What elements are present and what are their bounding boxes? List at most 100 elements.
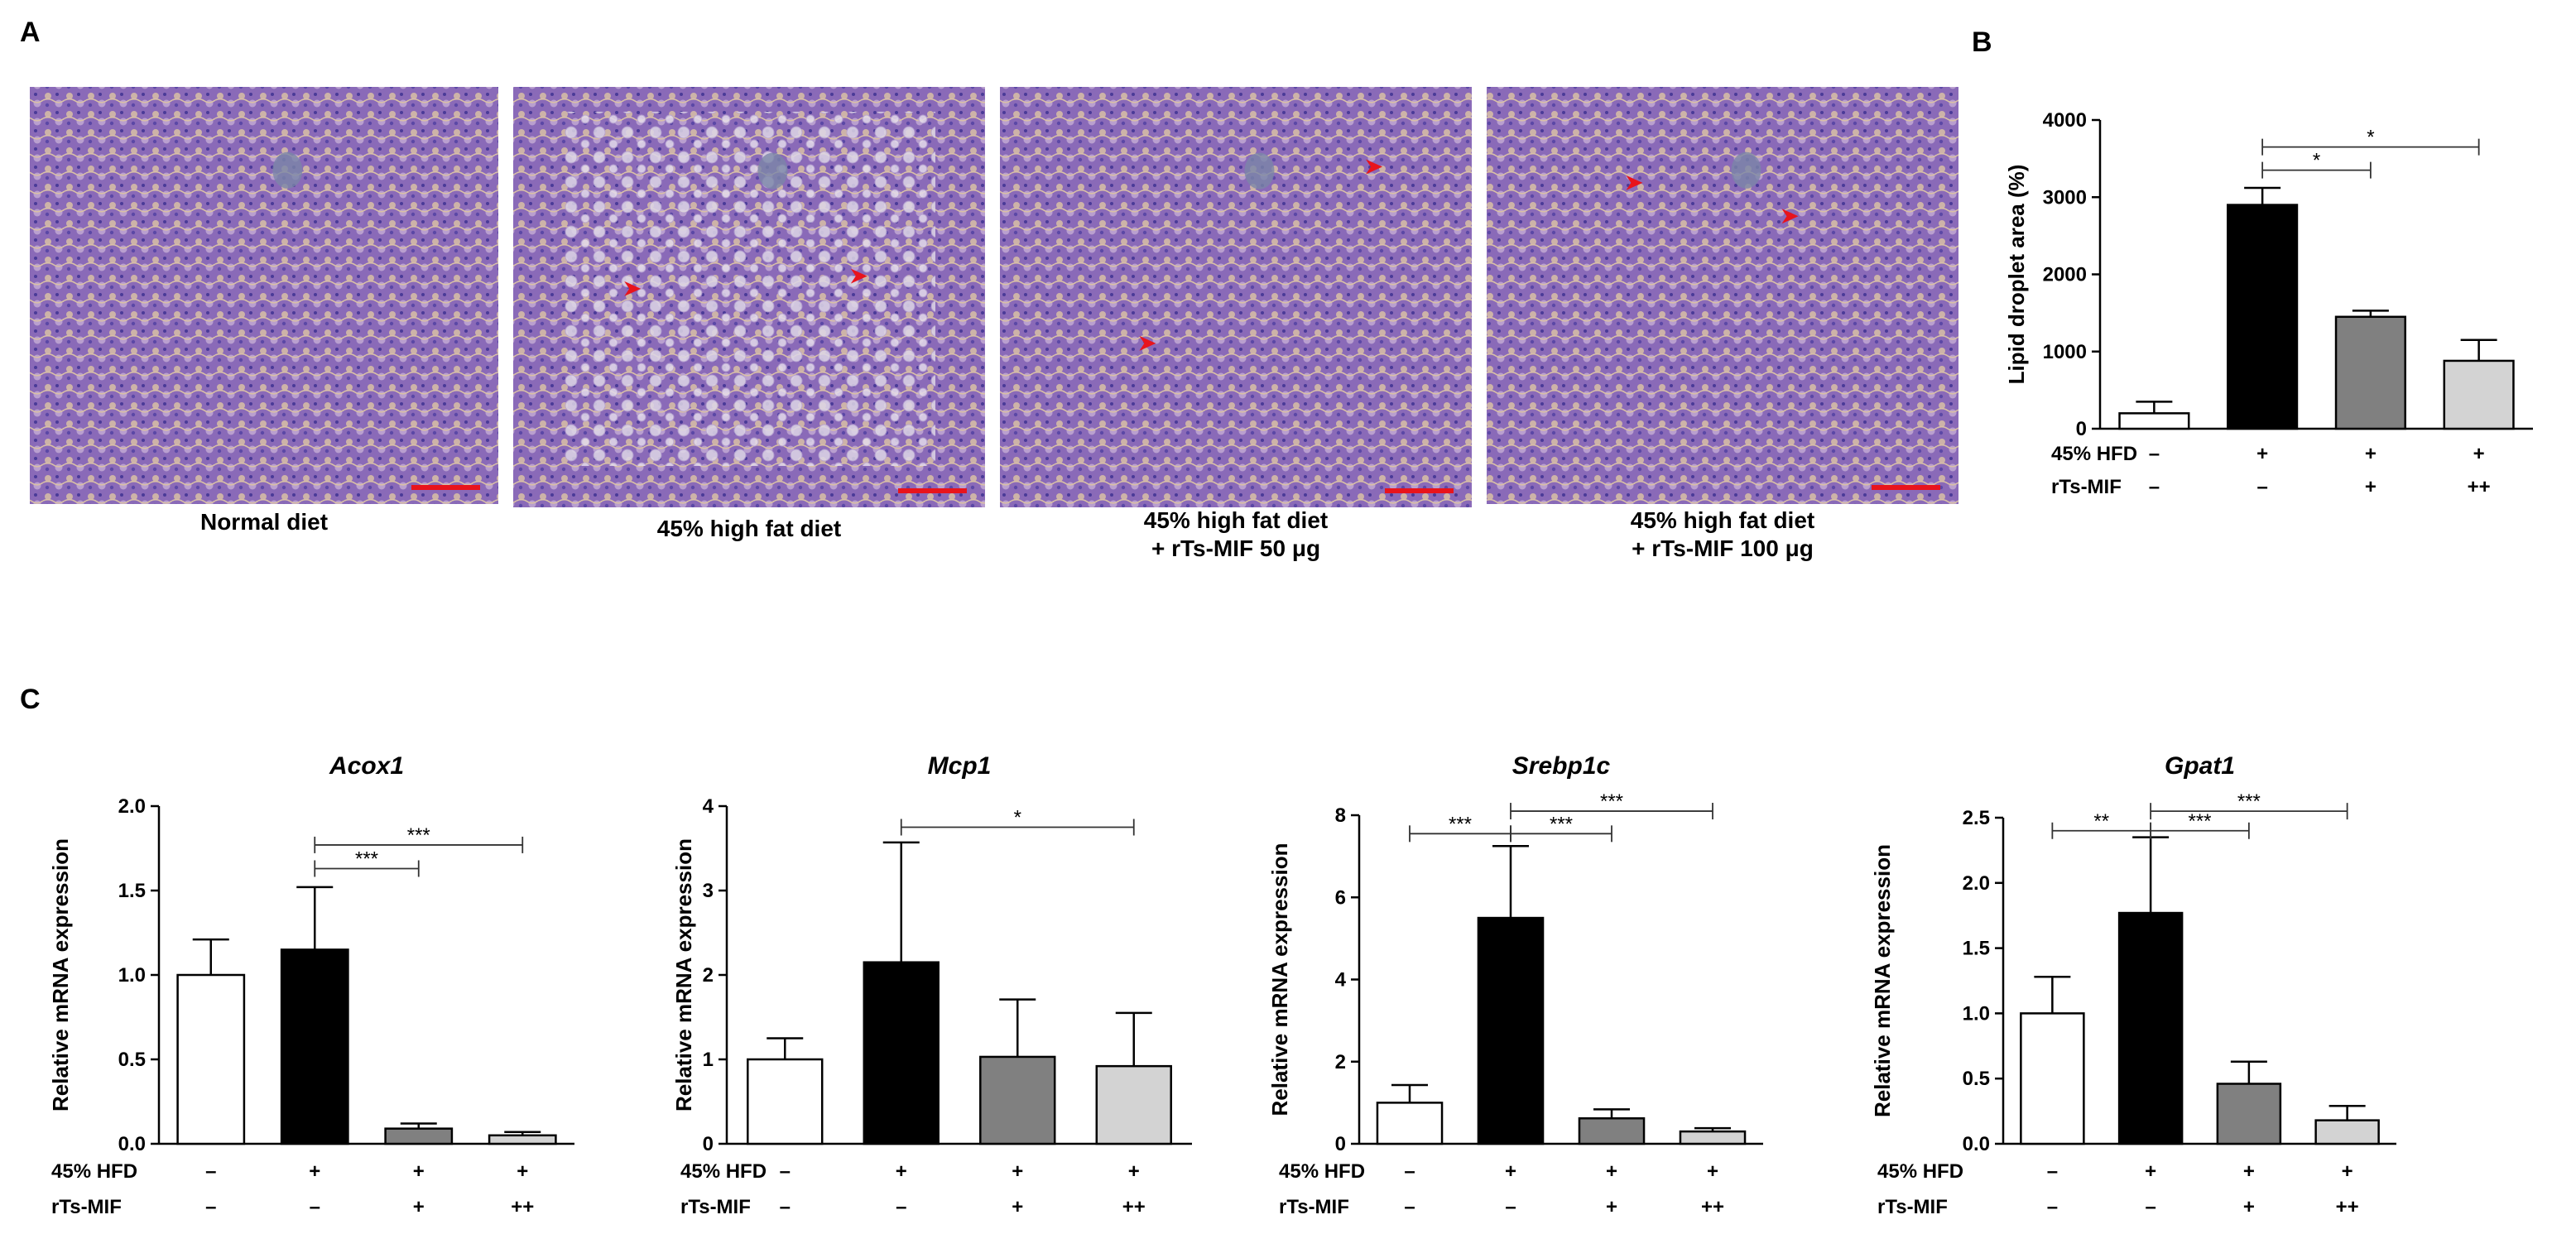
bar: [488, 1134, 557, 1145]
central-vein: [1244, 152, 1275, 190]
y-tick-label: 4: [1335, 969, 1347, 992]
y-axis-label: Relative mRNA expression: [48, 838, 73, 1112]
significance-label: ***: [2188, 810, 2211, 833]
panel-letter-b: B: [1972, 26, 1992, 58]
micrograph-caption: Normal diet: [200, 509, 328, 535]
bar: [2314, 1119, 2380, 1145]
y-tick-label: 3000: [2043, 186, 2087, 209]
bar-chart-mcp1: 0 1 2 3 4 Relative mRNA expression Mcp1 * 45% HF…: [671, 752, 1192, 1218]
bar: [1376, 1102, 1444, 1145]
group-mif-sign: –: [2149, 476, 2160, 498]
bar: [1095, 1064, 1172, 1145]
group-hfd-sign: +: [2243, 1160, 2255, 1183]
lipid-arrow: [1626, 175, 1643, 190]
lipid-droplets: [563, 112, 935, 466]
row-label-mif: rTs-MIF: [1279, 1196, 1349, 1218]
group-mif-sign: –: [205, 1196, 216, 1218]
central-vein: [1731, 151, 1761, 189]
group-mif-sign: –: [2145, 1196, 2155, 1218]
significance-bracket: ***: [1510, 790, 1713, 820]
group-mif-sign: +: [413, 1196, 425, 1218]
significance-label: ***: [407, 824, 430, 847]
row-label-mif: rTs-MIF: [2051, 476, 2122, 498]
group-hfd-sign: +: [1707, 1160, 1718, 1183]
panel-letter-c: C: [20, 684, 41, 715]
group-hfd-sign: +: [1505, 1160, 1516, 1183]
group-mif-sign: –: [2256, 476, 2267, 498]
bar: [2117, 911, 2184, 1145]
significance-label: *: [1014, 807, 1021, 829]
group-mif-sign: +: [2365, 476, 2377, 498]
row-label-hfd: 45% HFD: [1279, 1160, 1365, 1183]
row-label-mif: rTs-MIF: [1877, 1196, 1948, 1218]
group-hfd-sign: +: [517, 1160, 528, 1183]
y-tick-label: 2: [1335, 1051, 1346, 1073]
micrograph-tissue: [1487, 87, 1958, 504]
bar: [280, 948, 349, 1145]
group-hfd-sign: +: [896, 1160, 907, 1183]
bar: [2020, 1012, 2085, 1145]
y-tick-label: 2: [703, 964, 714, 987]
group-mif-sign: –: [1404, 1196, 1415, 1218]
row-label-hfd: 45% HFD: [51, 1160, 137, 1183]
y-tick-label: 4: [703, 795, 714, 818]
row-label-hfd: 45% HFD: [680, 1160, 767, 1183]
y-tick-label: 3: [703, 880, 714, 902]
micrograph-tissue: [30, 87, 498, 504]
chart-title: Gpat1: [2165, 752, 2235, 780]
significance-label: *: [2313, 150, 2320, 172]
bar-chart-srebp1c: 0 2 4 6 8 Relative mRNA expression Srebp1c *** *…: [1267, 752, 1763, 1218]
y-axis-label: Lipid droplet area (%): [2004, 165, 2029, 385]
group-mif-sign: ++: [2336, 1196, 2359, 1218]
significance-bracket: ***: [314, 824, 524, 853]
group-hfd-sign: –: [2047, 1160, 2058, 1183]
bar: [863, 961, 940, 1145]
significance-label: ***: [1449, 813, 1472, 835]
y-tick-label: 1.5: [118, 880, 146, 902]
group-mif-sign: –: [310, 1196, 320, 1218]
group-mif-sign: +: [1606, 1196, 1617, 1218]
y-tick-label: 1.5: [1963, 938, 1990, 960]
y-tick-label: 0.5: [1963, 1068, 1990, 1090]
y-tick-label: 1.0: [1963, 1002, 1990, 1025]
group-hfd-sign: +: [309, 1160, 320, 1183]
micrograph-row: Normal diet 45% high fat diet 45% high fat…: [30, 87, 1958, 561]
y-tick-label: 0: [2076, 418, 2087, 440]
central-vein: [272, 151, 303, 189]
group-mif-sign: –: [1505, 1196, 1516, 1218]
group-hfd-sign: +: [1128, 1160, 1140, 1183]
micrograph-3: 45% high fat diet+ rTs-MIF 50 μg: [1000, 87, 1472, 561]
y-tick-label: 4000: [2043, 109, 2087, 132]
significance-label: ***: [1550, 813, 1573, 835]
bar: [2118, 412, 2190, 430]
chart-title: Acox1: [329, 752, 404, 780]
y-tick-label: 2000: [2043, 264, 2087, 286]
micrograph-caption: 45% high fat diet: [1144, 507, 1328, 533]
group-hfd-sign: –: [2149, 443, 2160, 465]
y-axis-label: Relative mRNA expression: [1870, 844, 1895, 1117]
group-hfd-sign: +: [1012, 1160, 1023, 1183]
micrograph-4: 45% high fat diet+ rTs-MIF 100 μg: [1487, 87, 1958, 561]
bar: [2443, 359, 2515, 430]
lipid-arrow: [1366, 159, 1382, 175]
y-tick-label: 0: [703, 1133, 714, 1155]
chart-title: Srebp1c: [1512, 752, 1611, 780]
significance-bracket: ***: [2150, 790, 2348, 820]
bar-chart-lipid-droplet: 0 1000 2000 3000 4000 Lipid droplet area (%) *…: [2004, 109, 2533, 498]
micrograph-caption: 45% high fat diet: [1631, 507, 1814, 533]
group-hfd-sign: –: [205, 1160, 216, 1183]
y-tick-label: 8: [1335, 804, 1346, 827]
bar: [2216, 1083, 2282, 1145]
group-mif-sign: –: [896, 1196, 906, 1218]
group-mif-sign: +: [2243, 1196, 2255, 1218]
row-label-hfd: 45% HFD: [1877, 1160, 1963, 1183]
bar: [176, 973, 246, 1145]
group-mif-sign: +: [1012, 1196, 1023, 1218]
bar-chart-gpat1: 0.0 0.5 1.0 1.5 2.0 2.5 Relative mRNA expressi…: [1870, 752, 2396, 1218]
central-vein: [757, 152, 788, 190]
group-hfd-sign: +: [1606, 1160, 1617, 1183]
group-mif-sign: ++: [1701, 1196, 1724, 1218]
bar: [1578, 1116, 1646, 1145]
y-tick-label: 0.0: [118, 1133, 146, 1155]
